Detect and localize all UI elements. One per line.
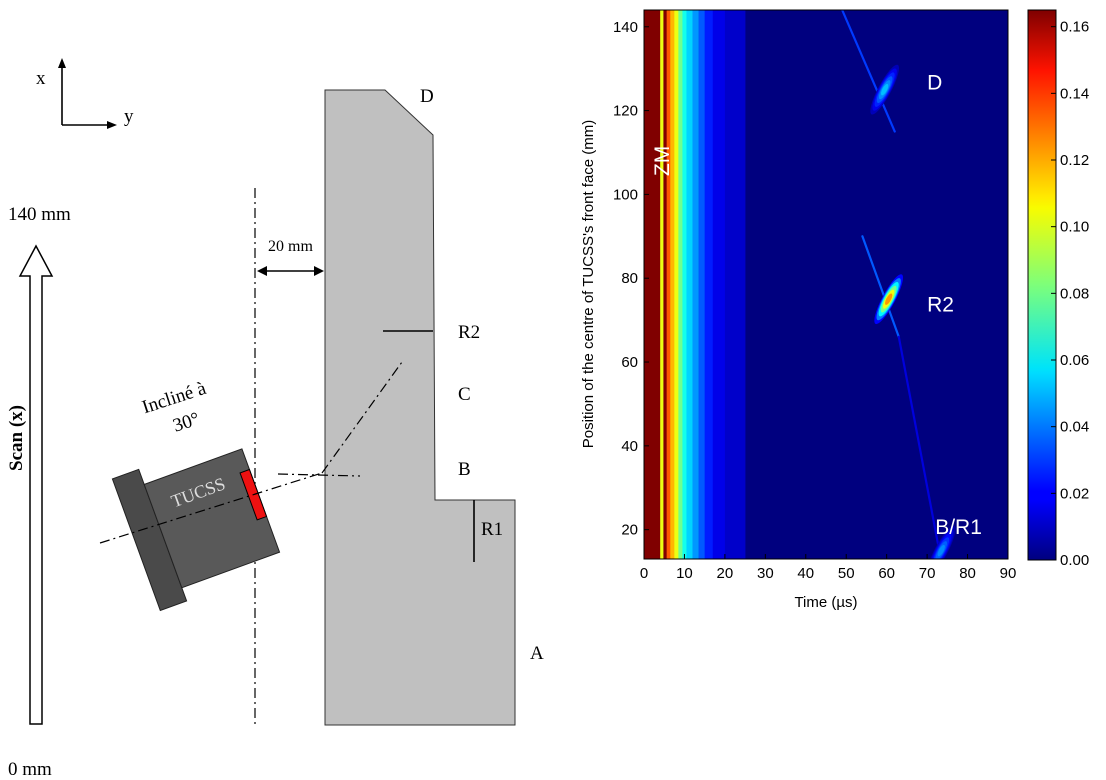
heatmap-band — [670, 10, 675, 559]
x-tick-label: 70 — [919, 565, 936, 582]
annotation-label: R2 — [927, 294, 954, 317]
heatmap-band — [698, 10, 705, 559]
scan-top-label: 140 mm — [8, 204, 71, 225]
colorbar-tick-label: 0.14 — [1060, 85, 1089, 102]
axis-triad: x y — [36, 58, 134, 129]
x-tick-label: 0 — [640, 565, 648, 582]
x-tick-label: 50 — [838, 565, 855, 582]
scan-arrow: 140 mm 0 mm Scan (x) — [6, 204, 71, 780]
heatmap-band — [678, 10, 683, 559]
heatmap-chart: D R2 B/R1 ZM 0 10 20 30 40 50 60 70 80 90 20 40 60 80 10… — [580, 9, 1089, 611]
point-b-label: B — [458, 459, 471, 480]
point-d-label: D — [420, 86, 434, 107]
plot-frame — [643, 9, 1009, 560]
x-tick-label: 40 — [797, 565, 814, 582]
colorbar-tick-label: 0.04 — [1060, 419, 1089, 436]
schematic: x y 140 mm 0 mm Scan (x) 20 mm D — [6, 58, 544, 780]
echo-spot — [926, 525, 956, 559]
incline-label: Incliné à 30° — [140, 378, 210, 437]
y-tick-label: 40 — [621, 438, 638, 455]
annotations: D R2 B/R1 ZM — [651, 72, 982, 539]
x-tick-label: 20 — [717, 565, 734, 582]
heatmap-band — [724, 10, 746, 559]
heatmap-band — [692, 10, 699, 559]
echo-spot-layer — [881, 83, 889, 96]
echo-spot — [870, 64, 899, 115]
beam-line — [321, 361, 403, 474]
heatmap-band — [666, 10, 671, 559]
x-tick-label: 30 — [757, 565, 774, 582]
scan-bottom-label: 0 mm — [8, 759, 52, 780]
heatmap-band — [712, 10, 726, 559]
heatmap-band — [644, 10, 661, 559]
point-r1-label: R1 — [481, 519, 503, 540]
y-tick-label: 120 — [613, 103, 638, 120]
echo-trace — [861, 235, 900, 338]
x-tick-label: 10 — [676, 565, 693, 582]
heatmap-band — [674, 10, 679, 559]
specimen-part — [324, 89, 516, 726]
y-axis-ticks: 20 40 60 80 100 120 140 — [613, 19, 649, 539]
y-tick-label: 140 — [613, 19, 638, 36]
annotation-label: ZM — [651, 146, 674, 176]
incline-line-1: Incliné à — [140, 378, 210, 419]
normal-line — [277, 473, 361, 477]
y-tick-label: 100 — [613, 186, 638, 203]
scan-axis-label: Scan (x) — [6, 405, 27, 471]
y-tick-label: 60 — [621, 354, 638, 371]
tucss-probe: TUCSS — [111, 448, 281, 612]
heatmap-band — [682, 10, 687, 559]
echo-trace — [841, 10, 896, 133]
point-r2-label: R2 — [458, 322, 480, 343]
heatmap-band — [663, 10, 667, 559]
x-axis-ticks: 0 10 20 30 40 50 60 70 80 90 — [640, 554, 1017, 582]
x-axis-label: x — [36, 68, 46, 89]
colorbar-tick-label: 0.00 — [1060, 552, 1089, 569]
echo-spot — [874, 274, 904, 325]
point-c-label: C — [458, 384, 471, 405]
x-tick-label: 90 — [1000, 565, 1017, 582]
colorbar-tick-label: 0.06 — [1060, 352, 1089, 369]
heatmap-band — [660, 10, 664, 559]
colorbar-tick-label: 0.12 — [1060, 152, 1089, 169]
y-axis-title: Position of the centre of TUCSS's front … — [580, 120, 597, 449]
colorbar-tick-label: 0.08 — [1060, 285, 1089, 302]
echo-trace — [897, 335, 941, 552]
x-tick-label: 80 — [959, 565, 976, 582]
y-tick-label: 20 — [621, 522, 638, 539]
colorbar-tick-label: 0.16 — [1060, 19, 1089, 36]
x-axis-title: Time (µs) — [794, 594, 857, 611]
colorbar-tick-label: 0.02 — [1060, 485, 1089, 502]
colorbar-tick-label: 0.10 — [1060, 219, 1089, 236]
colorbar — [1027, 9, 1057, 561]
echo-spot-layer — [937, 544, 945, 557]
heatmap-bands — [644, 10, 746, 559]
y-tick-label: 80 — [621, 270, 638, 287]
echo-traces — [841, 10, 941, 552]
echo-spot-layer — [885, 293, 893, 305]
heatmap-band — [704, 10, 714, 559]
echo-spots — [870, 64, 956, 559]
x-tick-label: 60 — [878, 565, 895, 582]
point-a-label: A — [530, 643, 544, 664]
distance-label: 20 mm — [268, 238, 313, 255]
y-axis-label: y — [124, 106, 134, 127]
distance-dimension: 20 mm — [257, 238, 324, 276]
annotation-label: D — [927, 72, 942, 95]
colorbar-ticks: 0.00 0.02 0.04 0.06 0.08 0.10 0.12 0.14 0.16 — [1051, 19, 1089, 569]
annotation-label: B/R1 — [935, 516, 982, 539]
heatmap-band — [686, 10, 693, 559]
incline-line-2: 30° — [170, 408, 202, 436]
